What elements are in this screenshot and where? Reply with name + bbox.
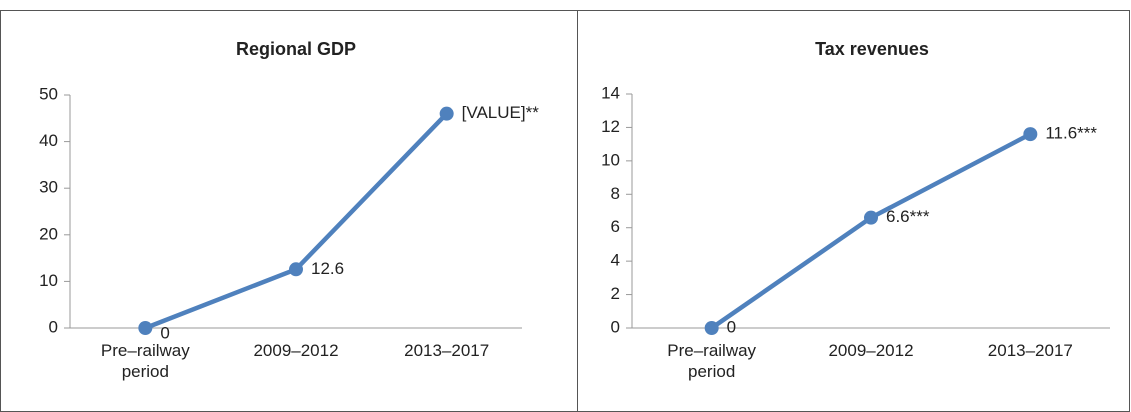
x-tick-label: Pre–railway period <box>667 341 757 381</box>
x-label-box: Pre–railway period <box>667 341 757 381</box>
x-label-box: 2009–2012 <box>253 341 339 360</box>
chart-title: Regional GDP <box>236 39 356 59</box>
data-label: 0 <box>160 323 169 342</box>
x-label-box: 2009–2012 <box>828 341 914 360</box>
chart-title: Tax revenues <box>815 39 929 59</box>
y-tick-label: 30 <box>39 178 58 197</box>
y-tick-label: 0 <box>611 317 620 336</box>
x-label-box: Pre–railway period <box>100 341 190 381</box>
x-tick-label: 2013–2017 <box>404 341 490 360</box>
y-tick-label: 2 <box>611 284 620 303</box>
x-tick-label: 2013–2017 <box>987 341 1073 360</box>
y-tick-label: 50 <box>39 84 58 103</box>
series-line <box>710 132 1032 330</box>
point <box>704 321 719 335</box>
y-tick-label: 12 <box>601 117 620 136</box>
y-tick-label: 20 <box>39 224 58 243</box>
point <box>439 106 454 121</box>
data-label: 6.6*** <box>886 207 930 226</box>
series-line <box>144 112 449 331</box>
x-label-box: 2013–2017 <box>404 341 490 360</box>
y-tick-label: 6 <box>611 217 620 236</box>
data-label: [VALUE]** <box>462 103 540 122</box>
y-tick-label: 4 <box>611 251 620 270</box>
point <box>138 321 153 335</box>
x-label-box: 2013–2017 <box>987 341 1073 360</box>
y-tick-label: 0 <box>49 317 58 336</box>
point <box>1023 127 1038 142</box>
y-tick-label: 14 <box>601 83 620 102</box>
data-label: 0 <box>727 317 736 336</box>
x-tick-label: 2009–2012 <box>253 341 339 360</box>
data-label: 12.6 <box>311 259 344 278</box>
y-tick-label: 40 <box>39 131 58 150</box>
y-tick-label: 10 <box>601 150 620 169</box>
point <box>289 262 303 277</box>
x-tick-label: Pre–railway period <box>100 341 190 381</box>
data-label: 11.6*** <box>1045 124 1097 143</box>
x-tick-label: 2009–2012 <box>828 341 914 360</box>
point <box>864 210 878 225</box>
y-tick-label: 10 <box>39 271 58 290</box>
y-tick-label: 8 <box>611 184 620 203</box>
